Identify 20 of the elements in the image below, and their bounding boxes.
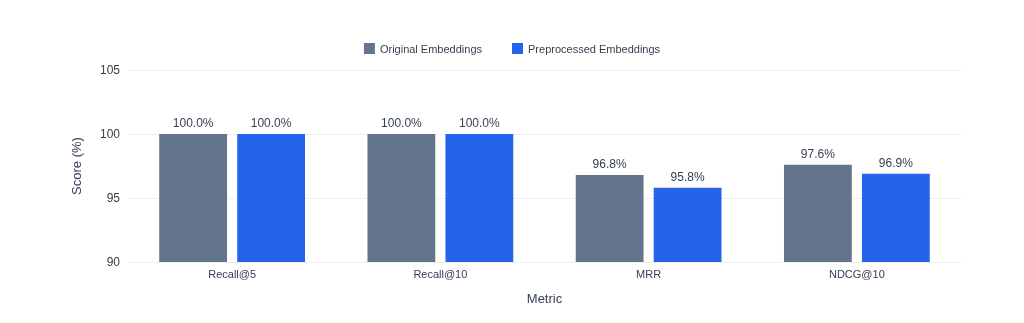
y-tick-label: 95	[106, 191, 121, 205]
y-tick-label: 100	[99, 127, 121, 141]
legend-label: Preprocessed Embeddings	[528, 42, 661, 55]
y-tick-label: 90	[106, 255, 121, 269]
data-label: 96.8%	[592, 156, 627, 171]
x-tick-label: Recall@5	[208, 267, 257, 280]
x-tick-label: MRR	[636, 267, 662, 280]
legend-label: Original Embeddings	[379, 42, 483, 55]
data-label: 100.0%	[172, 116, 214, 130]
x-tick-label: Recall@10	[413, 267, 468, 280]
data-label: 95.8%	[670, 169, 705, 184]
data-label: 100.0%	[250, 116, 292, 130]
x-axis-title: Metric	[526, 291, 563, 306]
data-label: 96.9%	[878, 155, 914, 170]
data-label: 97.6%	[800, 146, 836, 161]
y-tick-label: 105	[99, 63, 121, 77]
data-label: 100.0%	[459, 116, 501, 130]
x-tick-label: NDCG@10	[828, 267, 885, 280]
data-label: 100.0%	[381, 116, 423, 130]
y-axis-title: Score (%)	[69, 137, 84, 195]
